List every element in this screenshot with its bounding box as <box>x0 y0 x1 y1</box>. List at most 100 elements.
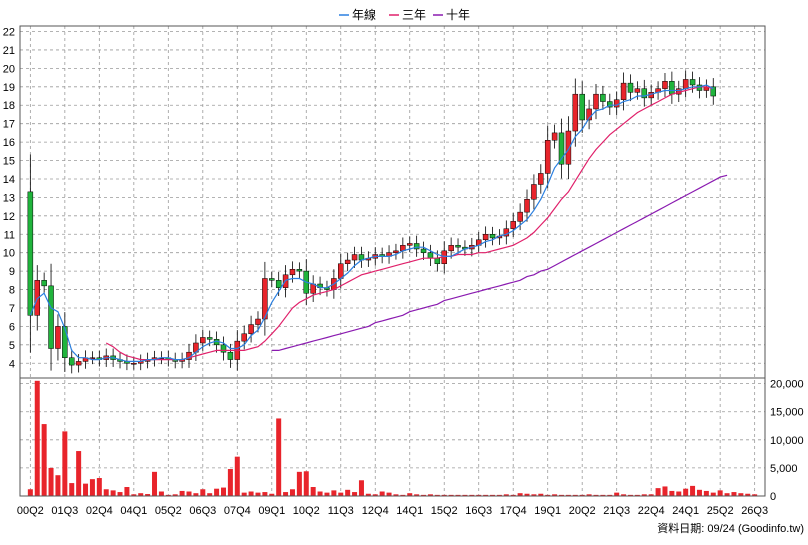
candle-body <box>241 333 247 342</box>
candle-body <box>531 184 537 200</box>
volume-bar <box>214 488 220 496</box>
volume-bar <box>276 418 282 496</box>
volume-bar <box>310 487 316 496</box>
candle-body <box>220 344 227 353</box>
volume-bar <box>193 493 199 496</box>
time-tick-label: 01Q3 <box>51 505 78 517</box>
volume-bar <box>710 492 716 496</box>
price-tick-label: 18 <box>3 100 15 112</box>
volume-bar <box>69 483 75 496</box>
time-tick-label: 24Q1 <box>672 505 699 517</box>
volume-bar <box>427 494 433 496</box>
volume-bar <box>683 488 689 496</box>
volume-bar <box>641 494 647 496</box>
volume-bar <box>138 493 144 496</box>
candle-body <box>607 101 613 108</box>
volume-bar <box>745 493 751 496</box>
time-tick-label: 02Q4 <box>86 505 113 517</box>
volume-bar <box>462 494 468 496</box>
volume-bar <box>179 490 185 496</box>
volume-bar <box>158 491 164 496</box>
price-tick-label: 7 <box>9 303 15 315</box>
price-tick-label: 5 <box>9 340 15 352</box>
candle-body <box>544 140 551 174</box>
ma-year-line <box>29 84 714 362</box>
candle-body <box>269 278 275 281</box>
volume-bar <box>510 494 516 496</box>
volume-bar <box>724 493 730 496</box>
volume-bar <box>586 494 592 496</box>
volume-bar <box>62 431 68 496</box>
price-tick-label: 14 <box>3 174 15 186</box>
candle-body <box>227 351 234 360</box>
candle-body <box>565 130 572 165</box>
volume-bar <box>34 380 40 496</box>
volume-tick-label: 20,000 <box>770 379 804 391</box>
time-tick-label: 20Q2 <box>569 505 596 517</box>
candle-body <box>572 93 579 132</box>
volume-bar <box>421 494 427 496</box>
volume-bar <box>96 478 102 496</box>
price-tick-label: 17 <box>3 119 15 131</box>
candle-body <box>351 254 358 261</box>
candle-body <box>68 357 75 366</box>
time-tick-label: 26Q3 <box>741 505 768 517</box>
volume-bar <box>220 487 226 496</box>
price-tick-label: 15 <box>3 156 15 168</box>
volume-bar <box>103 489 109 496</box>
candle-body <box>662 81 668 89</box>
candle-body <box>206 337 213 340</box>
price-tick-label: 11 <box>4 229 15 241</box>
legend-label-3year: 三年 <box>402 8 426 22</box>
volume-bar <box>110 490 116 496</box>
candle-body <box>586 108 592 121</box>
price-tick-label: 12 <box>3 211 15 223</box>
candle-body <box>41 280 47 287</box>
volume-bar <box>579 494 585 496</box>
candle-body <box>710 86 717 97</box>
candle-body <box>524 198 530 213</box>
price-tick-label: 13 <box>3 192 15 204</box>
volume-bar <box>607 494 613 496</box>
volume-bar <box>331 490 337 496</box>
volume-bar <box>358 480 364 496</box>
candle-body <box>27 191 34 316</box>
volume-bar <box>48 467 54 496</box>
candle-body <box>262 278 268 320</box>
volume-bar <box>483 494 489 496</box>
volume-bar <box>545 494 551 496</box>
volume-bar <box>352 492 358 496</box>
volume-bar <box>152 471 158 496</box>
volume-bar <box>572 494 578 496</box>
candle-body <box>620 82 627 100</box>
volume-bar <box>648 494 654 496</box>
candle-body <box>344 259 351 264</box>
ma-3year-line <box>105 86 714 361</box>
time-tick-label: 21Q3 <box>603 505 630 517</box>
volume-bar <box>552 494 558 496</box>
candle-body <box>593 93 599 110</box>
volume-bar <box>317 491 323 496</box>
volume-bar <box>41 424 47 496</box>
volume-bar <box>703 490 709 496</box>
ma-10year-line <box>271 174 728 351</box>
time-tick-label: 10Q2 <box>293 505 320 517</box>
volume-bar <box>496 494 502 496</box>
candle-body <box>75 361 82 366</box>
volume-bar <box>262 492 268 496</box>
candle-body <box>248 324 254 335</box>
candle-body <box>393 250 399 253</box>
candle-body <box>427 252 434 259</box>
time-tick-label: 17Q4 <box>500 505 527 517</box>
candle-body <box>517 211 523 222</box>
volume-bar <box>414 494 420 496</box>
legend-label-10year: 十年 <box>446 8 470 22</box>
volume-bar <box>752 494 758 496</box>
price-tick-label: 4 <box>9 358 15 370</box>
volume-bar <box>227 469 233 496</box>
volume-bar <box>655 488 661 496</box>
candle-body <box>613 99 620 108</box>
volume-bar <box>531 494 537 496</box>
volume-bar <box>400 494 406 496</box>
volume-bar <box>455 494 461 496</box>
